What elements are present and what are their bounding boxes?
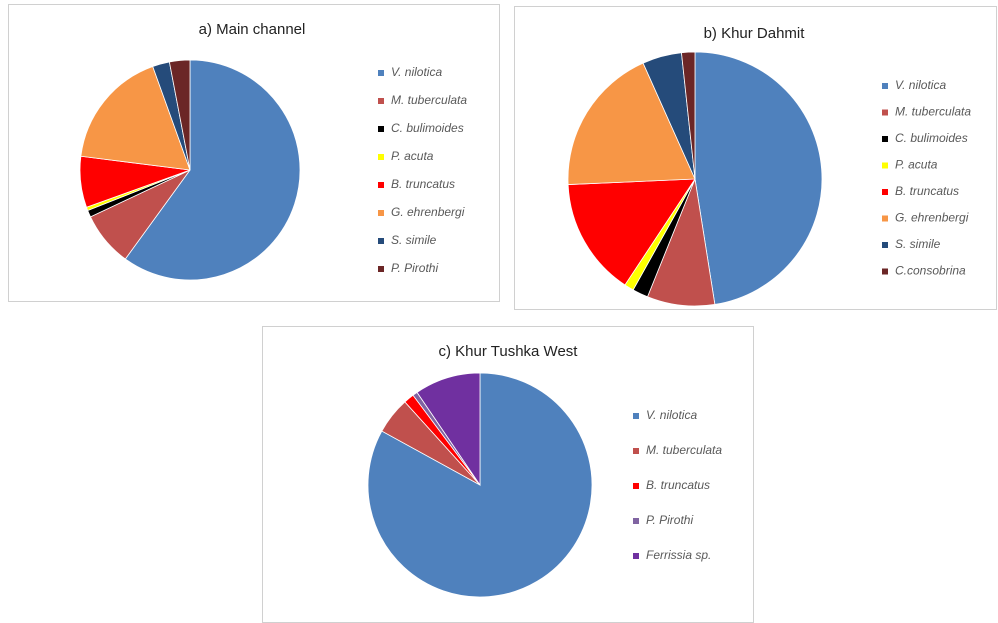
pie-slice xyxy=(416,372,481,487)
legend-label: V. nilotica xyxy=(646,408,697,422)
chart-title: b) Khur Dahmit xyxy=(704,25,806,42)
legend-swatch xyxy=(378,182,384,188)
pie-slice xyxy=(567,178,696,286)
legend-swatch xyxy=(378,238,384,244)
chart-title: c) Khur Tushka West xyxy=(439,343,579,360)
legend-label: B. truncatus xyxy=(646,478,710,492)
pie-slice xyxy=(168,59,191,171)
legend-swatch xyxy=(633,553,639,559)
legend-label: G. ehrenbergi xyxy=(895,211,969,225)
legend-label: P. acuta xyxy=(391,149,434,163)
pie-slice xyxy=(124,59,301,281)
legend-swatch xyxy=(378,126,384,132)
legend-label: M. tuberculata xyxy=(895,105,971,119)
legend-swatch xyxy=(882,189,888,195)
legend-swatch xyxy=(633,483,639,489)
legend-swatch xyxy=(378,70,384,76)
legend-label: C. bulimoides xyxy=(391,121,464,135)
legend-label: Ferrissia sp. xyxy=(646,548,711,562)
legend-swatch xyxy=(378,98,384,104)
legend-label: P. acuta xyxy=(895,158,938,172)
legend-label: V. nilotica xyxy=(895,78,946,92)
legend-label: V. nilotica xyxy=(391,65,442,79)
legend-swatch xyxy=(882,83,888,89)
legend-label: G. ehrenbergi xyxy=(391,205,465,219)
legend-swatch xyxy=(882,242,888,248)
legend-label: C.consobrina xyxy=(895,264,966,278)
legend-swatch xyxy=(882,136,888,142)
legend-swatch xyxy=(633,413,639,419)
legend-swatch xyxy=(633,448,639,454)
legend-label: S. simile xyxy=(391,233,437,247)
legend-swatch xyxy=(378,266,384,272)
pie-slice xyxy=(567,62,696,186)
legend-label: P. Pirothi xyxy=(391,261,438,275)
legend-swatch xyxy=(378,210,384,216)
legend-swatch xyxy=(378,154,384,160)
pie-slice xyxy=(681,51,696,180)
legend-swatch xyxy=(882,268,888,275)
legend-label: B. truncatus xyxy=(895,184,959,198)
chart-title: a) Main channel xyxy=(199,21,306,38)
legend-label: B. truncatus xyxy=(391,177,455,191)
legend-label: C. bulimoides xyxy=(895,131,968,145)
legend-swatch xyxy=(882,162,888,169)
legend-label: M. tuberculata xyxy=(391,93,467,107)
legend-label: S. simile xyxy=(895,237,941,251)
pie-slice xyxy=(80,65,191,171)
legend-label: M. tuberculata xyxy=(646,443,722,457)
legend-swatch xyxy=(633,518,639,524)
legend-label: P. Pirothi xyxy=(646,513,693,527)
pie-slice xyxy=(694,51,823,305)
legend-swatch xyxy=(882,109,888,116)
legend-swatch xyxy=(882,215,888,222)
